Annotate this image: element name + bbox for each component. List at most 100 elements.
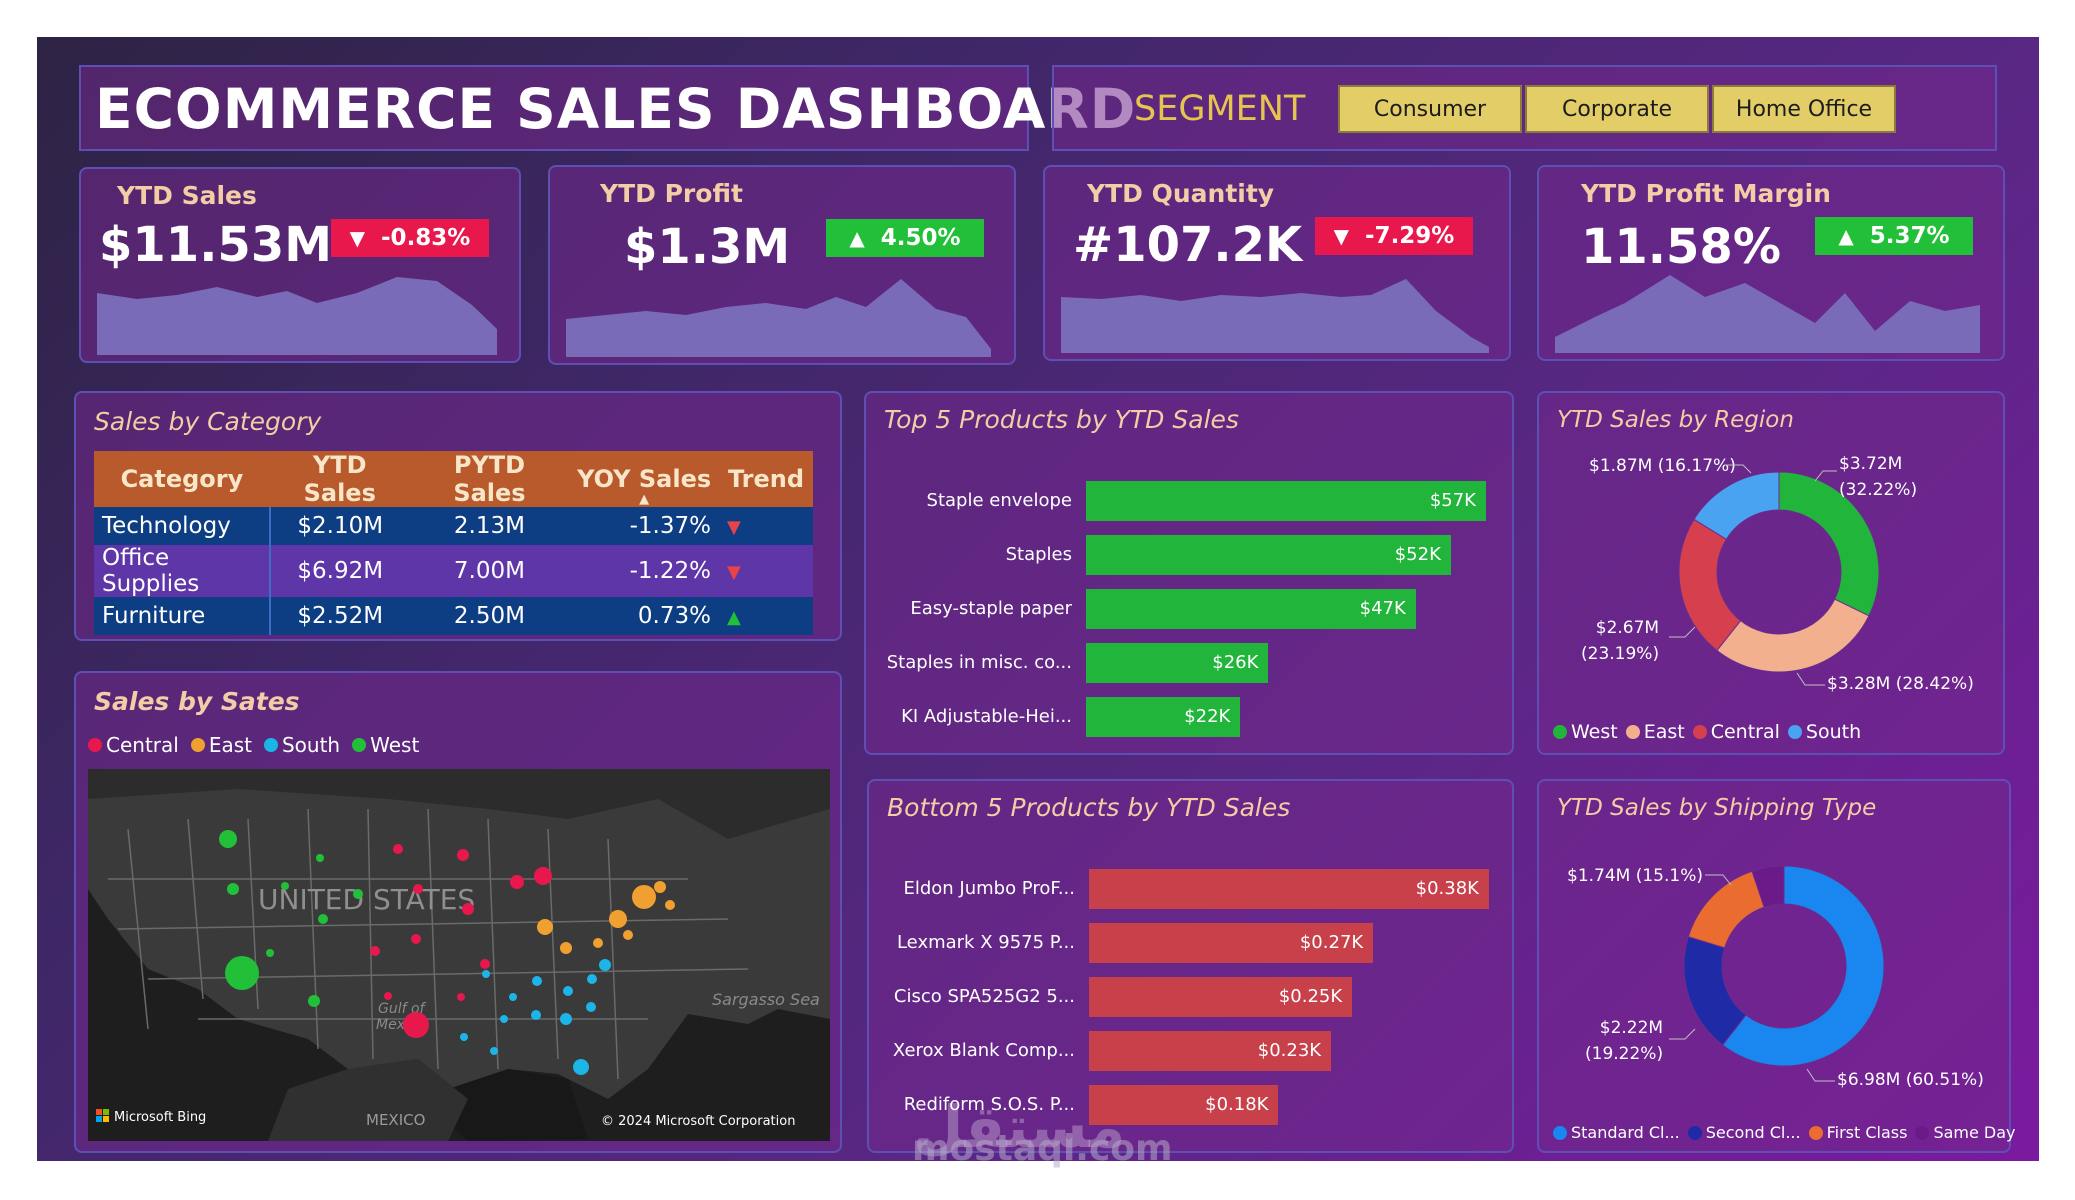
map-bubble-central[interactable]: [457, 849, 469, 861]
column-header[interactable]: PYTD Sales: [409, 451, 570, 507]
map-bubble-south[interactable]: [531, 1010, 541, 1020]
legend-item-west[interactable]: West: [352, 733, 419, 757]
bar[interactable]: $0.27K: [1089, 923, 1374, 963]
donut-slice[interactable]: [1751, 865, 1785, 908]
map-bubble-south[interactable]: [490, 1047, 498, 1055]
kpi-value: $1.3M: [624, 219, 791, 275]
sparkline-area: [97, 277, 497, 355]
bar[interactable]: $52K: [1086, 535, 1451, 575]
map-bubble-south[interactable]: [460, 1033, 468, 1041]
bar[interactable]: $26K: [1086, 643, 1269, 683]
legend-item-standard[interactable]: Standard Cl...: [1553, 1123, 1680, 1142]
map-bubble-south[interactable]: [500, 1015, 508, 1023]
kpi-card-ytd-sales: YTD Sales $11.53M ▼ -0.83%: [79, 167, 521, 363]
region-label-west-pct: (32.22%): [1839, 480, 1918, 500]
bar[interactable]: $47K: [1086, 589, 1416, 629]
map-bubble-south[interactable]: [599, 959, 611, 971]
bar[interactable]: $0.23K: [1089, 1031, 1332, 1071]
table-row[interactable]: Technology $2.10M 2.13M -1.37% ▼: [94, 507, 813, 545]
legend-item-same-day[interactable]: Same Day: [1915, 1123, 2016, 1142]
table-row[interactable]: Office Supplies $6.92M 7.00M -1.22% ▼: [94, 545, 813, 597]
kpi-change-value: -7.29%: [1365, 223, 1455, 249]
region-donut-chart: [1678, 471, 1880, 673]
legend-item-first[interactable]: First Class: [1808, 1123, 1907, 1142]
map-bubble-east[interactable]: [537, 919, 553, 935]
map-bubble-south[interactable]: [586, 1002, 596, 1012]
bar[interactable]: $0.38K: [1089, 869, 1489, 909]
column-header[interactable]: Category: [94, 451, 270, 507]
sparkline-area: [1555, 275, 1980, 353]
table-row[interactable]: Furniture $2.52M 2.50M 0.73% ▲: [94, 597, 813, 635]
donut-slice[interactable]: [1721, 865, 1885, 1067]
bar[interactable]: $57K: [1086, 481, 1486, 521]
segment-corporate-button[interactable]: Corporate: [1525, 85, 1709, 133]
column-header[interactable]: YTD Sales: [269, 451, 410, 507]
column-header-sorted[interactable]: YOY Sales ▲: [569, 451, 719, 507]
legend-dot: [1808, 1125, 1823, 1140]
map-bubble-south[interactable]: [560, 1013, 572, 1025]
map-bubble-west[interactable]: [281, 882, 289, 890]
column-header[interactable]: Trend: [719, 451, 813, 507]
legend-label: West: [1571, 721, 1618, 743]
legend-item-south[interactable]: South: [263, 733, 340, 757]
bar[interactable]: $0.18K: [1089, 1085, 1279, 1125]
legend-label: West: [370, 733, 420, 757]
map-bubble-west[interactable]: [318, 914, 328, 924]
map-bubble-central[interactable]: [370, 946, 380, 956]
map-bubble-west[interactable]: [353, 889, 363, 899]
map-bubble-south[interactable]: [563, 986, 573, 996]
donut-slice[interactable]: [1716, 598, 1870, 673]
map-bubble-west[interactable]: [227, 883, 239, 895]
map-bubble-central[interactable]: [457, 993, 465, 1001]
bar-value-label: $26K: [1212, 652, 1259, 673]
map-bubble-east[interactable]: [623, 930, 633, 940]
map-bubble-south[interactable]: [573, 1059, 589, 1075]
region-legend: West East Central South: [1553, 721, 1861, 743]
legend-label: East: [208, 733, 252, 757]
donut-slice[interactable]: [1778, 471, 1880, 617]
legend-item-second[interactable]: Second Cl...: [1687, 1123, 1801, 1142]
map-bubble-west[interactable]: [219, 830, 237, 848]
segment-home-office-button[interactable]: Home Office: [1712, 85, 1896, 133]
kpi-change-badge: ▼ -0.83%: [331, 219, 489, 257]
map-bubble-central[interactable]: [413, 884, 423, 894]
legend-item-central[interactable]: Central: [88, 733, 179, 757]
map-bubble-south[interactable]: [509, 993, 517, 1001]
map-bubble-central[interactable]: [403, 1012, 429, 1038]
map-bubble-south[interactable]: [532, 976, 542, 986]
segment-consumer-button[interactable]: Consumer: [1338, 85, 1522, 133]
map-bubble-central[interactable]: [534, 867, 552, 885]
bar-value-label: $52K: [1394, 544, 1441, 565]
legend-item-central[interactable]: Central: [1692, 721, 1780, 743]
bar[interactable]: $0.25K: [1089, 977, 1353, 1017]
map-bubble-central[interactable]: [411, 934, 421, 944]
us-map[interactable]: UNITED STATES Gulf of Mexico Sargasso Se…: [88, 769, 830, 1141]
panel-title: Bottom 5 Products by YTD Sales: [887, 793, 1291, 822]
legend-label: Standard Cl...: [1571, 1123, 1680, 1142]
donut-slice[interactable]: [1693, 471, 1780, 541]
map-bubble-central[interactable]: [384, 992, 392, 1000]
bar[interactable]: $22K: [1086, 697, 1241, 737]
map-bubble-west[interactable]: [308, 995, 320, 1007]
legend-item-south[interactable]: South: [1787, 721, 1861, 743]
map-bubble-east[interactable]: [560, 942, 572, 954]
map-bubble-west[interactable]: [266, 949, 274, 957]
map-bubble-west[interactable]: [316, 854, 324, 862]
map-bubble-south[interactable]: [587, 974, 597, 984]
map-bubble-east[interactable]: [632, 885, 656, 909]
map-bubble-south[interactable]: [482, 970, 490, 978]
map-bubble-central[interactable]: [393, 844, 403, 854]
map-bubble-east[interactable]: [593, 938, 603, 948]
map-bubble-west[interactable]: [225, 956, 259, 990]
map-bubble-east[interactable]: [609, 910, 627, 928]
legend-item-west[interactable]: West: [1553, 721, 1618, 743]
panel-title: YTD Sales by Shipping Type: [1557, 795, 1877, 821]
map-bubble-central[interactable]: [510, 875, 524, 889]
legend-item-east[interactable]: East: [190, 733, 252, 757]
map-bubble-central[interactable]: [480, 959, 490, 969]
map-bubble-central[interactable]: [462, 903, 474, 915]
map-bubble-east[interactable]: [654, 881, 666, 893]
legend-item-east[interactable]: East: [1625, 721, 1685, 743]
map-bubble-east[interactable]: [665, 900, 675, 910]
panel-title: Sales by Category: [94, 407, 322, 436]
